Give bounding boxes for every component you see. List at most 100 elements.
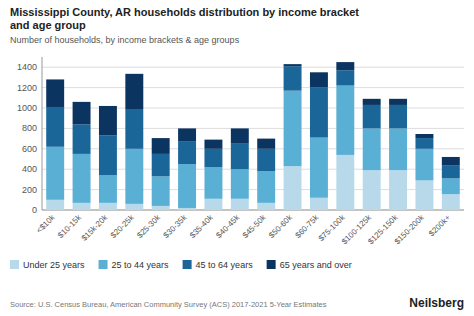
bar-segment <box>415 134 433 138</box>
x-tick-label: $50-60k <box>267 212 295 240</box>
bar-segment <box>257 139 275 149</box>
bar-segment <box>178 128 196 141</box>
legend-swatch <box>99 260 108 269</box>
bar-segment <box>73 124 91 154</box>
subtitle: Number of households, by income brackets… <box>10 35 240 45</box>
legend-swatch <box>183 260 192 269</box>
bar-segment <box>178 142 196 164</box>
bar-segment <box>442 178 460 194</box>
branding: Neilsberg <box>409 296 464 310</box>
bar-segment <box>310 198 328 210</box>
bar-segment <box>152 154 170 176</box>
x-tick-label: $150-200k <box>393 212 427 246</box>
bar-segment <box>152 176 170 206</box>
legend-swatch <box>10 260 19 269</box>
bar-segment <box>231 144 249 170</box>
bar-segment <box>389 128 407 170</box>
bar-segment <box>336 62 354 70</box>
bar-segment <box>204 140 222 149</box>
x-tick-label: $30-35k <box>162 212 190 240</box>
bar-segment <box>178 164 196 208</box>
title-line: and age group <box>10 19 86 31</box>
bar-segment <box>336 155 354 210</box>
bar-segment <box>46 107 64 147</box>
bar-segment <box>363 170 381 210</box>
bar-segment <box>363 105 381 128</box>
bar-segment <box>125 204 143 210</box>
y-tick-label: 1000 <box>17 103 37 113</box>
x-tick-label: $35-40k <box>188 212 216 240</box>
source: Source: U.S. Census Bureau, American Com… <box>10 300 327 309</box>
legend-swatch <box>267 260 276 269</box>
bar-segment <box>389 99 407 105</box>
bar-segment <box>99 175 117 203</box>
bar-segment <box>336 70 354 85</box>
bar-segment <box>442 194 460 210</box>
bar-segment <box>415 138 433 149</box>
bar-segment <box>204 149 222 167</box>
y-tick-label: 800 <box>22 123 37 133</box>
bar-segment <box>284 166 302 210</box>
title-line: Mississippi County, AR households distri… <box>10 6 359 18</box>
bar-segment <box>336 86 354 155</box>
bar-segment <box>415 149 433 181</box>
bar-segment <box>284 64 302 66</box>
bar-segment <box>310 138 328 198</box>
legend-label: Under 25 years <box>23 260 85 270</box>
bar-segment <box>46 79 64 107</box>
y-tick-label: 0 <box>32 205 37 215</box>
bar-segment <box>46 147 64 200</box>
bar-segment <box>257 149 275 171</box>
y-axis-line <box>42 57 43 210</box>
bar-segment <box>231 169 249 199</box>
bar-segment <box>152 138 170 154</box>
bars <box>46 62 460 210</box>
bar-segment <box>73 154 91 203</box>
bar-segment <box>442 165 460 178</box>
legend-label: 45 to 64 years <box>196 260 254 270</box>
bar-segment <box>125 74 143 109</box>
y-tick-label: 200 <box>22 185 37 195</box>
bar-segment <box>231 199 249 210</box>
bar-segment <box>415 180 433 210</box>
legend: Under 25 years25 to 44 years45 to 64 yea… <box>10 260 352 270</box>
bar-segment <box>73 203 91 210</box>
y-tick-label: 400 <box>22 164 37 174</box>
bar-segment <box>310 88 328 138</box>
x-tick-label: $45-50k <box>241 212 269 240</box>
legend-label: 65 years and over <box>280 260 352 270</box>
y-tick-label: 1200 <box>17 83 37 93</box>
bar-segment <box>204 167 222 199</box>
bar-segment <box>257 203 275 210</box>
bar-segment <box>204 199 222 210</box>
title: Mississippi County, AR households distri… <box>10 6 359 31</box>
bar-segment <box>99 203 117 210</box>
bar-segment <box>442 157 460 165</box>
bar-segment <box>125 149 143 204</box>
y-tick-label: 600 <box>22 144 37 154</box>
x-tick-label: $40-45k <box>214 212 242 240</box>
bar-segment <box>125 109 143 149</box>
bar-segment <box>389 170 407 210</box>
grid-line <box>42 87 464 88</box>
bar-segment <box>363 99 381 105</box>
bar-segment <box>389 105 407 128</box>
bar-segment <box>178 208 196 210</box>
y-tick-label: 1400 <box>17 62 37 72</box>
bar-segment <box>310 72 328 87</box>
grid-line <box>42 67 464 68</box>
bar-segment <box>99 106 117 136</box>
x-tick-label: $15k-20k <box>80 212 110 242</box>
chart: Mississippi County, AR households distri… <box>0 0 474 316</box>
bar-segment <box>99 136 117 176</box>
x-tick-label: $200k+ <box>427 213 452 238</box>
x-tick-label: $25-30k <box>135 212 163 240</box>
bar-segment <box>231 128 249 143</box>
bar-segment <box>363 128 381 170</box>
x-tick-label: <$10k <box>35 212 58 235</box>
bar-segment <box>257 171 275 203</box>
x-tick-label: $20-25k <box>109 212 137 240</box>
grid <box>42 67 464 210</box>
bar-segment <box>284 66 302 90</box>
bar-segment <box>46 200 64 210</box>
